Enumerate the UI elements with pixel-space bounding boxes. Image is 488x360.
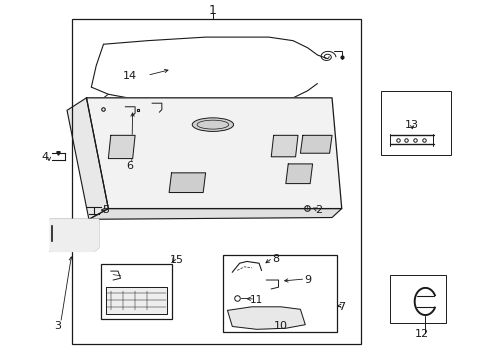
Bar — [72, 19, 361, 344]
Text: 7: 7 — [338, 302, 345, 312]
Polygon shape — [108, 135, 135, 158]
Polygon shape — [285, 164, 312, 184]
Text: 4: 4 — [41, 152, 49, 162]
Text: 10: 10 — [273, 321, 287, 332]
Text: 6: 6 — [126, 161, 133, 171]
Text: 2: 2 — [314, 205, 321, 215]
Text: 3: 3 — [54, 321, 61, 332]
Bar — [389, 275, 446, 323]
Text: 12: 12 — [414, 329, 428, 339]
Text: 1: 1 — [208, 4, 216, 17]
Text: 8: 8 — [272, 253, 279, 264]
Polygon shape — [300, 135, 331, 153]
Bar — [380, 91, 450, 155]
Bar — [222, 255, 336, 332]
Polygon shape — [227, 307, 305, 329]
Polygon shape — [86, 98, 341, 208]
Polygon shape — [67, 98, 108, 219]
Polygon shape — [50, 219, 99, 251]
Ellipse shape — [192, 118, 233, 131]
Text: 14: 14 — [123, 71, 137, 81]
Bar — [101, 264, 171, 319]
Text: 15: 15 — [169, 255, 183, 265]
Text: 5: 5 — [102, 205, 109, 215]
Polygon shape — [89, 208, 341, 219]
Polygon shape — [169, 173, 205, 193]
Text: 13: 13 — [405, 120, 418, 130]
Polygon shape — [271, 135, 297, 157]
Text: 11: 11 — [249, 295, 263, 305]
Text: 9: 9 — [304, 275, 311, 285]
Polygon shape — [106, 287, 166, 314]
